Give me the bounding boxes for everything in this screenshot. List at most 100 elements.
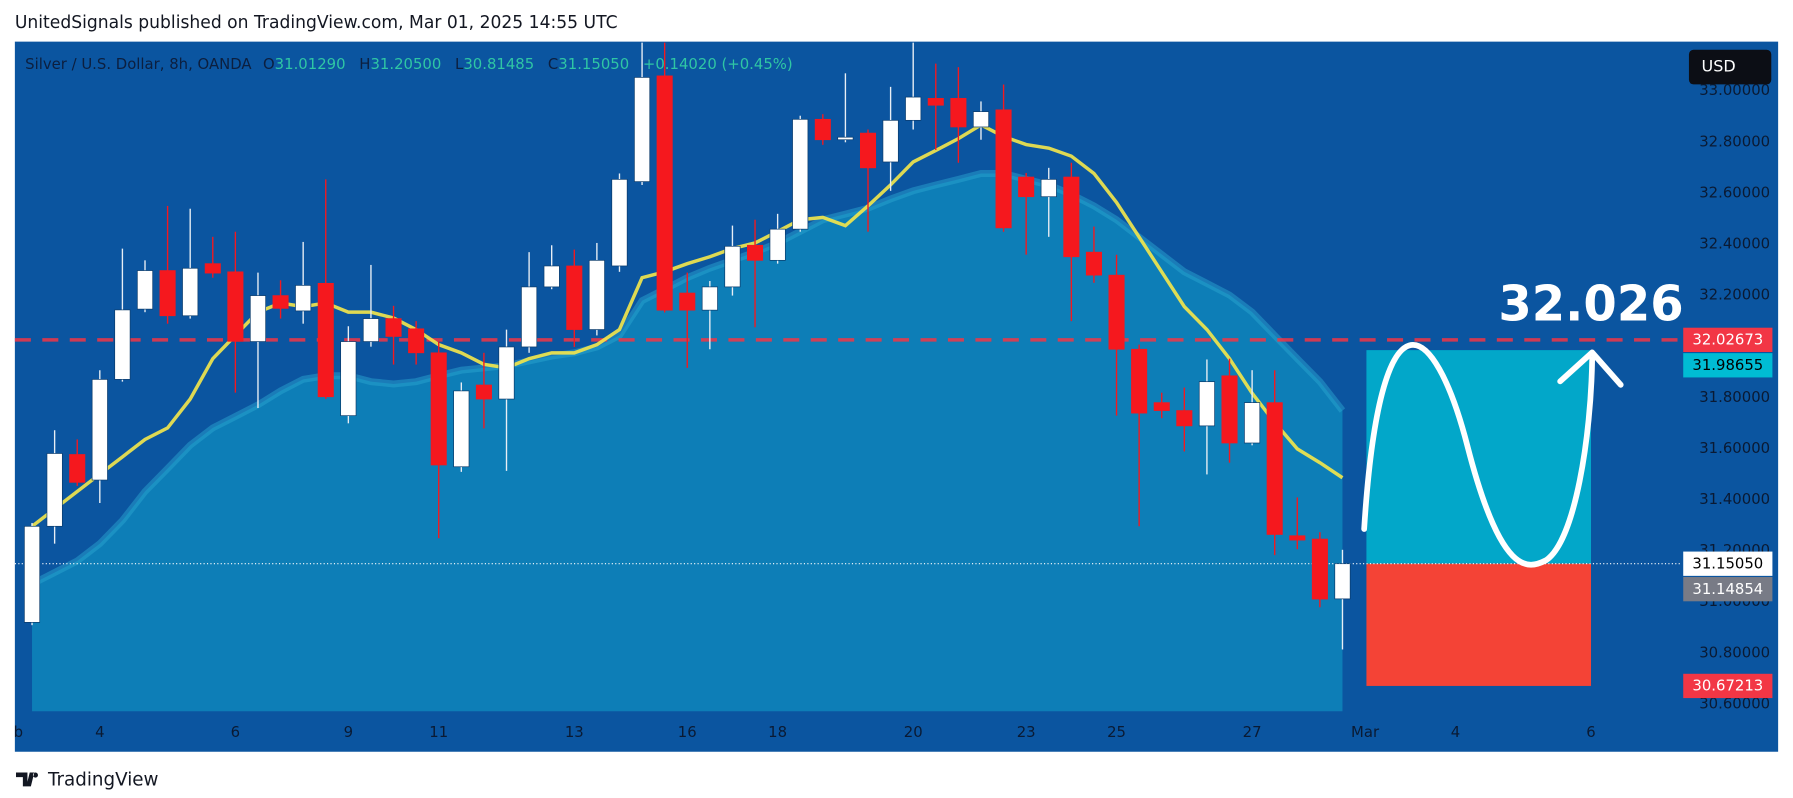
candle-body xyxy=(46,453,63,527)
x-tick-label: b xyxy=(14,723,23,741)
legend-low-key: L xyxy=(455,55,464,73)
candle-body xyxy=(91,379,108,481)
candle-body xyxy=(543,265,560,288)
x-tick-label: 9 xyxy=(344,723,353,741)
legend-title: Silver / U.S. Dollar, 8h, OANDA xyxy=(25,55,252,73)
x-tick-label: 16 xyxy=(678,723,697,741)
legend: Silver / U.S. Dollar, 8h, OANDA O31.01290… xyxy=(25,55,793,73)
candle-body xyxy=(927,98,944,106)
candle-body xyxy=(1040,178,1057,198)
candle-body xyxy=(1289,535,1306,541)
target-annotation: 32.026 xyxy=(1498,276,1683,332)
y-tick-label: 32.80000 xyxy=(1699,132,1770,150)
candle-body xyxy=(159,270,176,317)
target-zone xyxy=(1366,350,1592,564)
x-tick-label: 25 xyxy=(1107,723,1126,741)
candle-body xyxy=(1131,348,1148,414)
plot: 30.6000030.8000031.0000031.2000031.40000… xyxy=(14,42,1773,741)
currency-label: USD xyxy=(1702,57,1736,76)
candle-body xyxy=(1153,402,1170,411)
x-tick-label: 27 xyxy=(1243,723,1262,741)
price-badge xyxy=(1683,327,1773,352)
x-tick-label: 4 xyxy=(95,723,104,741)
legend-high-key: H xyxy=(359,55,370,73)
candle-body xyxy=(859,132,877,169)
stop-zone xyxy=(1366,563,1592,686)
candle-body xyxy=(1198,381,1215,427)
candle-body xyxy=(249,295,267,342)
candle-body xyxy=(995,109,1012,229)
x-tick-label: 18 xyxy=(768,723,787,741)
candle-body xyxy=(588,259,605,330)
candle-body xyxy=(769,228,786,261)
candle-body xyxy=(385,318,402,337)
candle-body xyxy=(1085,251,1102,276)
price-badge xyxy=(1683,551,1773,576)
candle-body xyxy=(430,352,447,466)
legend-high: 31.20500 xyxy=(370,55,441,73)
projection-curve xyxy=(1361,342,1596,568)
price-badge xyxy=(1683,353,1773,378)
x-tick-label: 6 xyxy=(1586,723,1595,741)
candle-body xyxy=(1018,176,1035,198)
price-badge xyxy=(1683,577,1773,602)
publish-header: UnitedSignals published on TradingView.c… xyxy=(15,13,618,33)
candle-body xyxy=(837,136,854,141)
candle-body xyxy=(1108,274,1125,350)
x-tick-label: 20 xyxy=(904,723,923,741)
candle-body xyxy=(295,285,312,312)
y-tick-label: 31.80000 xyxy=(1699,388,1770,406)
candle-body xyxy=(408,328,425,354)
legend-change: +0.14020 (+0.45%) xyxy=(643,55,793,73)
candle-body xyxy=(634,77,651,182)
candle-body xyxy=(204,263,221,274)
x-tick-label: 23 xyxy=(1017,723,1036,741)
candle-body xyxy=(1334,563,1351,600)
candle-body xyxy=(182,267,199,317)
legend-low: 30.81485 xyxy=(463,55,534,73)
candle-body xyxy=(724,245,741,288)
tradingview-logo: TradingView xyxy=(16,770,159,791)
price-badge xyxy=(1683,673,1773,699)
legend-open: 31.01290 xyxy=(275,55,346,73)
candle-body xyxy=(972,111,990,128)
x-tick-label: 13 xyxy=(565,723,584,741)
logo-icon xyxy=(16,772,38,787)
x-tick-label: Mar xyxy=(1351,723,1380,741)
candle-body xyxy=(114,309,131,380)
price-badge-label: 30.67213 xyxy=(1692,676,1763,694)
y-tick-label: 30.60000 xyxy=(1699,694,1770,712)
candle-body xyxy=(1244,402,1261,444)
candle-body xyxy=(317,282,334,398)
candle-body xyxy=(814,118,831,141)
legend-close-key: C xyxy=(548,55,558,73)
candle-body xyxy=(453,390,470,468)
candle-body xyxy=(905,96,922,121)
y-tick-label: 31.40000 xyxy=(1699,490,1770,508)
x-tick-label: 11 xyxy=(429,723,448,741)
candle-body xyxy=(362,318,379,342)
candle-body xyxy=(1176,410,1193,427)
candle-body xyxy=(24,525,41,623)
y-tick-label: 32.40000 xyxy=(1699,234,1770,252)
candle-body xyxy=(747,244,764,261)
candle-body xyxy=(1221,375,1238,444)
candle-body xyxy=(227,271,244,342)
price-badge-label: 31.98655 xyxy=(1692,356,1763,374)
candle-body xyxy=(498,346,515,400)
candle-body xyxy=(475,384,492,400)
candle-body xyxy=(566,265,583,330)
y-tick-label: 31.60000 xyxy=(1699,439,1770,457)
y-tick-label: 30.80000 xyxy=(1699,643,1770,661)
candle-body xyxy=(272,295,289,309)
candle-body xyxy=(1063,176,1080,258)
price-badge-label: 32.02673 xyxy=(1692,330,1763,348)
candle-body xyxy=(1311,538,1328,600)
candle-body xyxy=(521,286,538,348)
candle-body xyxy=(656,75,673,311)
x-tick-label: 6 xyxy=(231,723,240,741)
candle-body xyxy=(1266,402,1283,535)
y-tick-label: 32.20000 xyxy=(1699,286,1770,304)
